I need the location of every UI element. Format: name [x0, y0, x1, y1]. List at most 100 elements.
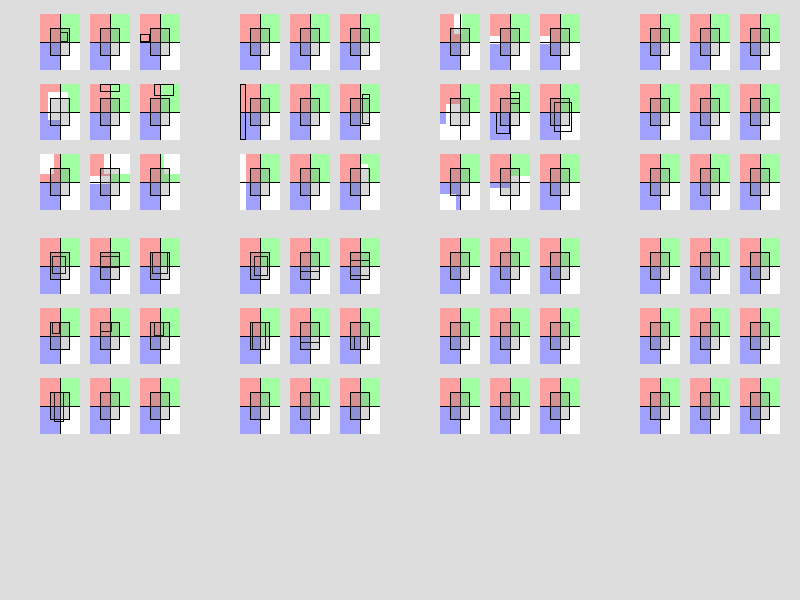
tile — [540, 154, 580, 210]
center-box — [500, 98, 520, 126]
tile — [40, 84, 80, 140]
quadrant-top-right — [110, 14, 130, 42]
quadrant-bottom-left — [90, 406, 110, 434]
horizontal-axis-line — [640, 406, 680, 407]
tile-cutout — [140, 34, 150, 42]
quadrant-bottom-right — [760, 336, 780, 364]
quadrant-top-right — [60, 308, 80, 336]
quadrant-bottom-right — [760, 266, 780, 294]
tile — [690, 14, 730, 70]
quadrant-bottom-left — [690, 266, 710, 294]
tile — [240, 14, 280, 70]
quadrant-bottom-right — [560, 266, 580, 294]
quadrant-bottom-left — [740, 42, 760, 70]
center-box — [450, 392, 470, 420]
center-box — [300, 98, 320, 126]
horizontal-axis-line — [40, 406, 80, 407]
tile — [290, 154, 330, 210]
quadrant-top-right — [260, 378, 280, 406]
center-box — [350, 322, 370, 350]
quadrant-bottom-left — [40, 406, 60, 434]
center-box — [150, 98, 170, 126]
center-box — [150, 168, 170, 196]
tile — [490, 14, 530, 70]
horizontal-axis-line — [90, 42, 130, 43]
quadrant-bottom-left — [340, 42, 360, 70]
center-box — [50, 322, 70, 350]
quadrant-bottom-left — [40, 182, 60, 210]
tile — [340, 154, 380, 210]
quadrant-top-right — [760, 378, 780, 406]
quadrant-bottom-left — [290, 406, 310, 434]
quadrant-bottom-left — [640, 406, 660, 434]
quadrant-top-right — [760, 154, 780, 182]
quadrant-bottom-right — [710, 336, 730, 364]
tile — [740, 238, 780, 294]
center-box — [750, 392, 770, 420]
quadrant-bottom-left — [440, 336, 460, 364]
center-box — [700, 168, 720, 196]
quadrant-top-right — [60, 154, 80, 182]
center-box — [700, 392, 720, 420]
quadrant-bottom-right — [460, 182, 480, 210]
center-box — [250, 28, 270, 56]
center-box — [350, 252, 370, 280]
horizontal-axis-line — [490, 406, 530, 407]
horizontal-axis-line — [640, 112, 680, 113]
tile — [740, 84, 780, 140]
quadrant-bottom-right — [160, 406, 180, 434]
center-box — [750, 98, 770, 126]
quadrant-top-right — [710, 154, 730, 182]
quadrant-top-right — [710, 238, 730, 266]
tile — [490, 154, 530, 210]
quadrant-bottom-left — [490, 336, 510, 364]
horizontal-axis-line — [340, 336, 380, 337]
tile — [640, 308, 680, 364]
tile — [40, 308, 80, 364]
quadrant-bottom-left — [90, 266, 110, 294]
tile — [290, 378, 330, 434]
quadrant-bottom-left — [540, 182, 560, 210]
quadrant-top-right — [460, 378, 480, 406]
quadrant-top-right — [360, 378, 380, 406]
quadrant-top-right — [110, 238, 130, 266]
quadrant-bottom-right — [160, 42, 180, 70]
tile — [90, 154, 130, 210]
quadrant-top-right — [560, 238, 580, 266]
center-box — [500, 28, 520, 56]
tile — [440, 378, 480, 434]
quadrant-bottom-left — [240, 336, 260, 364]
quadrant-bottom-right — [710, 406, 730, 434]
quadrant-bottom-right — [510, 42, 530, 70]
quadrant-bottom-right — [310, 406, 330, 434]
quadrant-bottom-right — [360, 336, 380, 364]
quadrant-bottom-left — [290, 42, 310, 70]
horizontal-axis-line — [540, 42, 580, 43]
tile-cutout — [164, 154, 180, 174]
horizontal-axis-line — [140, 182, 180, 183]
horizontal-axis-line — [540, 406, 580, 407]
horizontal-axis-line — [290, 336, 330, 337]
horizontal-axis-line — [290, 182, 330, 183]
center-box — [550, 322, 570, 350]
quadrant-bottom-right — [660, 112, 680, 140]
tile — [440, 14, 480, 70]
center-box — [350, 168, 370, 196]
quadrant-bottom-left — [640, 182, 660, 210]
tile — [740, 154, 780, 210]
horizontal-axis-line — [540, 112, 580, 113]
quadrant-bottom-left — [690, 182, 710, 210]
tile — [690, 378, 730, 434]
tile — [340, 14, 380, 70]
horizontal-axis-line — [340, 112, 380, 113]
horizontal-axis-line — [690, 266, 730, 267]
center-box — [250, 392, 270, 420]
tile-cutout — [554, 102, 572, 132]
horizontal-axis-line — [340, 406, 380, 407]
quadrant-top-right — [560, 14, 580, 42]
quadrant-top-right — [660, 14, 680, 42]
quadrant-bottom-right — [760, 112, 780, 140]
tile — [290, 14, 330, 70]
tile-cutout — [440, 124, 460, 140]
tile — [690, 308, 730, 364]
